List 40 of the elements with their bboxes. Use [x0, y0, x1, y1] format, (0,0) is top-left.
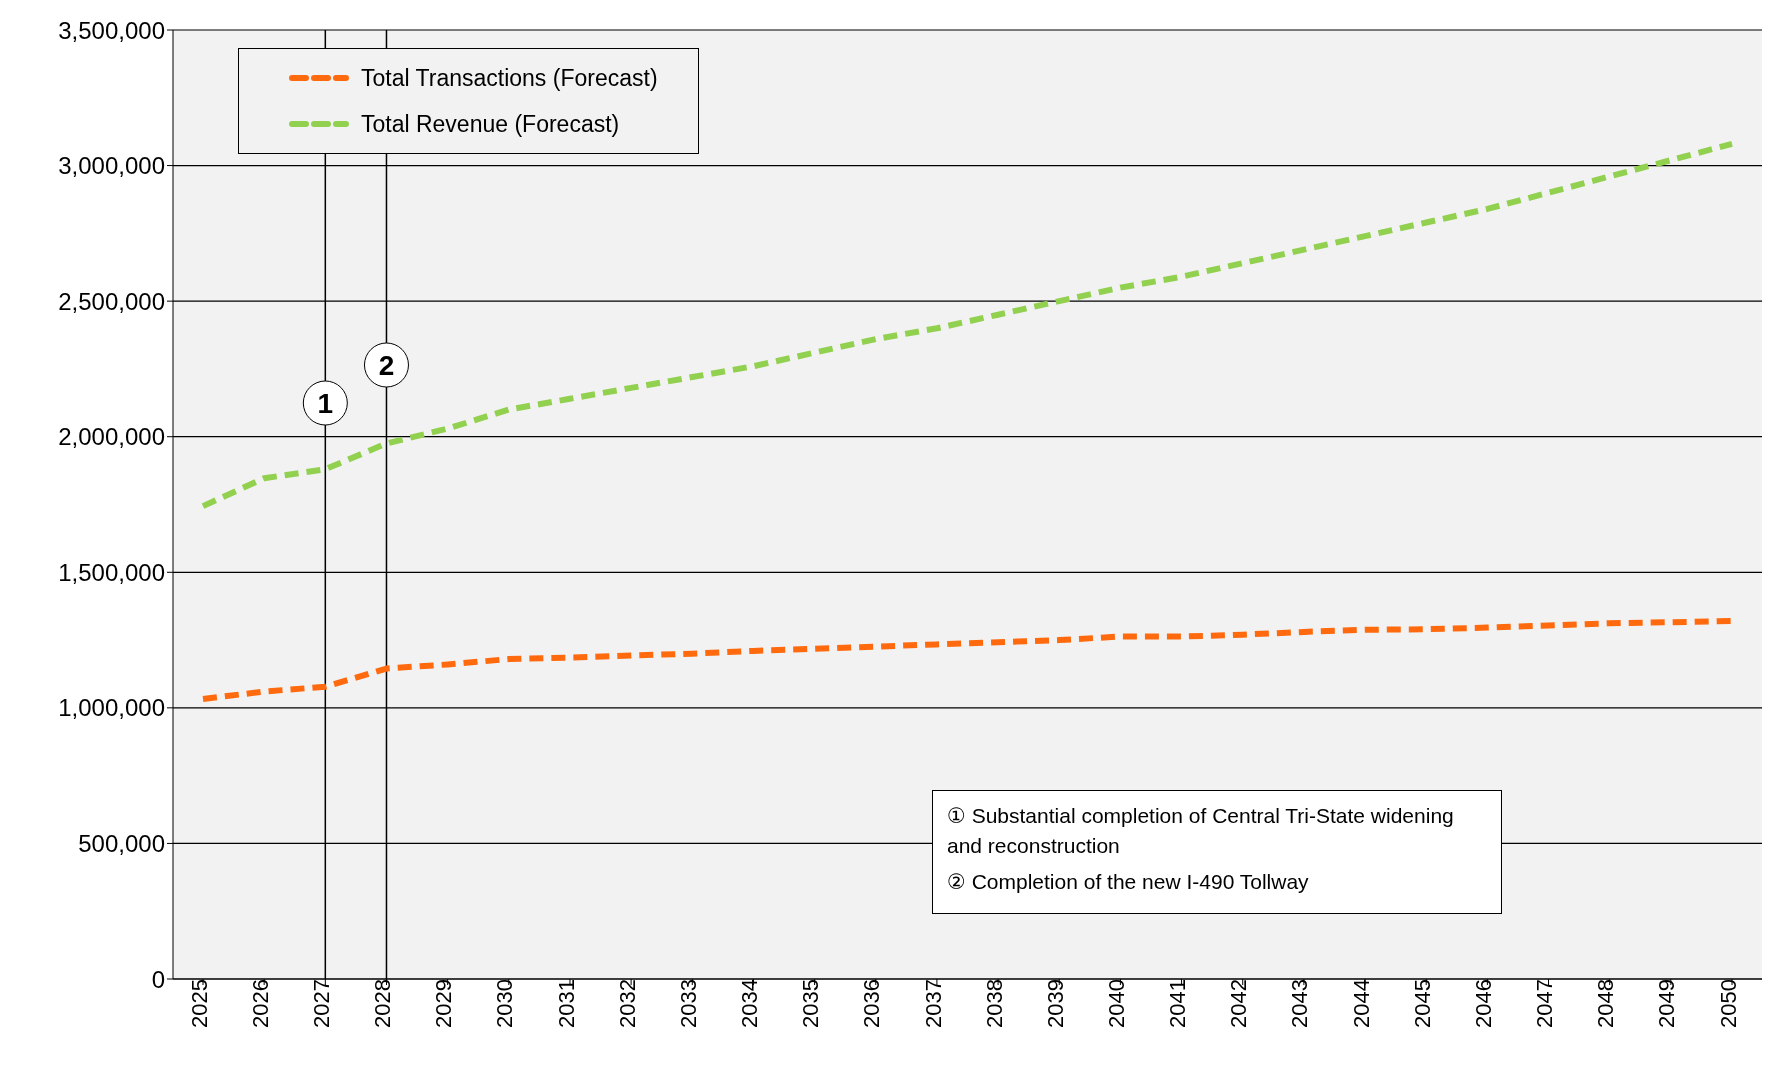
x-tick-label: 2035 [798, 979, 824, 1028]
y-tick-label: 3,500,000 [58, 16, 165, 44]
x-tick-label: 2047 [1532, 979, 1558, 1028]
y-tick-label: 2,000,000 [58, 423, 165, 451]
x-tick-label: 2031 [553, 979, 579, 1028]
x-tick-label: 2026 [247, 979, 273, 1028]
ref-line-label: 2 [378, 349, 395, 381]
x-tick-label: 2025 [186, 979, 212, 1028]
x-tick-label: 2046 [1470, 979, 1496, 1028]
y-tick-label: 500,000 [78, 829, 165, 857]
x-tick-label: 2041 [1165, 979, 1191, 1028]
y-tick-label: 2,500,000 [58, 287, 165, 315]
x-tick-label: 2030 [492, 979, 518, 1028]
x-tick-label: 2043 [1287, 979, 1313, 1028]
x-tick-label: 2027 [308, 979, 334, 1028]
x-tick-label: 2028 [370, 979, 396, 1028]
x-tick-label: 2049 [1654, 979, 1680, 1028]
x-tick-label: 2044 [1348, 979, 1374, 1028]
x-tick-label: 2040 [1104, 979, 1130, 1028]
x-tick-label: 2036 [859, 979, 885, 1028]
x-tick-label: 2042 [1226, 979, 1252, 1028]
y-tick-label: 3,000,000 [58, 152, 165, 180]
x-tick-label: 2037 [920, 979, 946, 1028]
x-tick-label: 2032 [614, 979, 640, 1028]
y-tick-label: 1,500,000 [58, 558, 165, 586]
x-tick-label: 2039 [1042, 979, 1068, 1028]
ref-line-label: 1 [317, 387, 334, 419]
y-tick-label: 1,000,000 [58, 694, 165, 722]
x-tick-label: 2038 [981, 979, 1007, 1028]
x-tick-label: 2034 [737, 979, 763, 1028]
annotation: ② Completion of the new I-490 Tollway [947, 869, 1310, 895]
x-tick-label: 2048 [1593, 979, 1619, 1028]
legend-label: Total Revenue (Forecast) [361, 110, 620, 138]
y-tick-label: 0 [151, 965, 165, 993]
x-tick-label: 2029 [431, 979, 457, 1028]
x-tick-label: 2033 [675, 979, 701, 1028]
annotation: ① Substantial completion of Central Tri-State widening and reconstruction [947, 803, 1455, 859]
x-tick-label: 2050 [1715, 979, 1741, 1028]
x-tick-label: 2045 [1409, 979, 1435, 1028]
legend-label: Total Transactions (Forecast) [361, 64, 658, 92]
